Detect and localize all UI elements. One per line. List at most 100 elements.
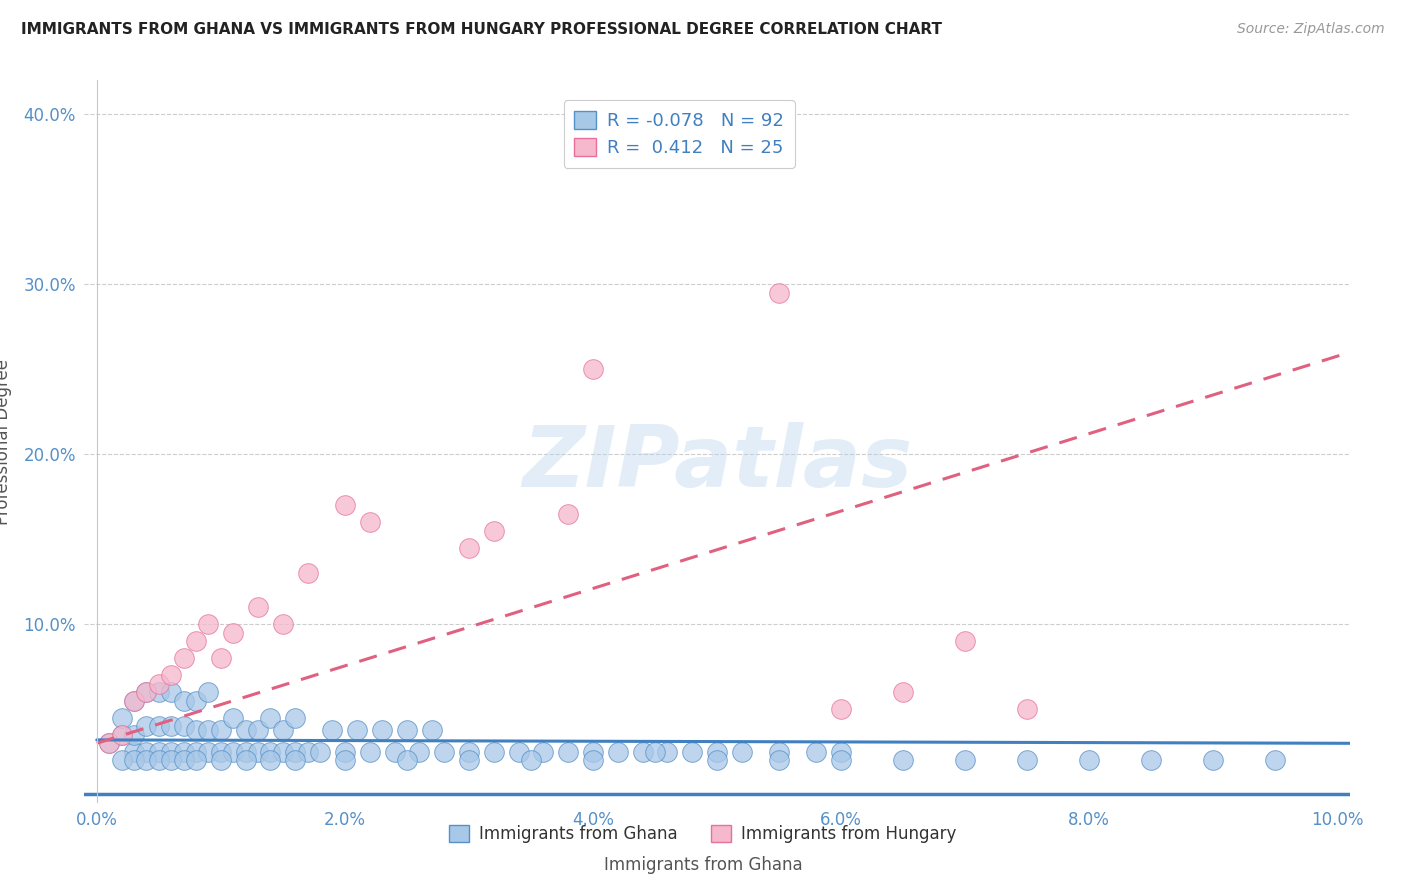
- Point: [110, 711, 132, 725]
- Point: [458, 753, 481, 767]
- Point: [520, 753, 543, 767]
- Point: [135, 685, 157, 699]
- Point: [247, 600, 270, 615]
- Point: [184, 634, 207, 648]
- Point: [173, 651, 195, 665]
- Point: [482, 524, 505, 538]
- Point: [122, 694, 145, 708]
- Point: [160, 668, 183, 682]
- Point: [284, 711, 307, 725]
- Point: [197, 723, 219, 737]
- Point: [731, 745, 754, 759]
- Point: [197, 617, 219, 632]
- Point: [681, 745, 703, 759]
- Point: [148, 719, 170, 733]
- Point: [222, 711, 245, 725]
- Point: [1017, 702, 1039, 716]
- Point: [768, 285, 790, 300]
- Point: [891, 753, 914, 767]
- Point: [1017, 753, 1039, 767]
- Point: [135, 685, 157, 699]
- Point: [333, 498, 356, 512]
- Point: [235, 753, 257, 767]
- Legend: Immigrants from Ghana, Immigrants from Hungary: Immigrants from Ghana, Immigrants from H…: [443, 818, 963, 850]
- Text: ZIPatlas: ZIPatlas: [522, 422, 912, 505]
- Point: [259, 745, 281, 759]
- Point: [582, 753, 605, 767]
- Point: [222, 745, 245, 759]
- Point: [384, 745, 406, 759]
- Point: [160, 745, 183, 759]
- Point: [631, 745, 654, 759]
- Point: [395, 723, 418, 737]
- Point: [173, 745, 195, 759]
- Point: [333, 745, 356, 759]
- Point: [235, 745, 257, 759]
- Point: [806, 745, 828, 759]
- Point: [148, 753, 170, 767]
- Text: Immigrants from Ghana: Immigrants from Ghana: [603, 855, 803, 873]
- Point: [582, 362, 605, 376]
- Point: [148, 685, 170, 699]
- Point: [247, 723, 270, 737]
- Point: [768, 753, 790, 767]
- Point: [644, 745, 666, 759]
- Point: [830, 702, 852, 716]
- Point: [98, 736, 121, 750]
- Point: [433, 745, 456, 759]
- Point: [830, 745, 852, 759]
- Point: [173, 753, 195, 767]
- Point: [953, 753, 976, 767]
- Point: [333, 753, 356, 767]
- Point: [508, 745, 530, 759]
- Point: [197, 685, 219, 699]
- Point: [259, 753, 281, 767]
- Point: [110, 753, 132, 767]
- Point: [706, 745, 728, 759]
- Point: [408, 745, 430, 759]
- Point: [891, 685, 914, 699]
- Point: [1202, 753, 1225, 767]
- Point: [160, 685, 183, 699]
- Point: [122, 694, 145, 708]
- Point: [284, 745, 307, 759]
- Point: [321, 723, 343, 737]
- Point: [222, 625, 245, 640]
- Point: [122, 728, 145, 742]
- Point: [606, 745, 628, 759]
- Point: [98, 736, 121, 750]
- Point: [209, 753, 232, 767]
- Point: [148, 677, 170, 691]
- Point: [706, 753, 728, 767]
- Point: [1078, 753, 1101, 767]
- Point: [209, 723, 232, 737]
- Point: [557, 745, 579, 759]
- Point: [395, 753, 418, 767]
- Point: [1264, 753, 1286, 767]
- Point: [309, 745, 332, 759]
- Point: [135, 745, 157, 759]
- Point: [297, 566, 319, 581]
- Point: [371, 723, 394, 737]
- Point: [284, 753, 307, 767]
- Point: [482, 745, 505, 759]
- Point: [135, 753, 157, 767]
- Point: [271, 745, 294, 759]
- Point: [197, 745, 219, 759]
- Y-axis label: Professional Degree: Professional Degree: [0, 359, 13, 524]
- Point: [173, 719, 195, 733]
- Point: [184, 694, 207, 708]
- Point: [122, 745, 145, 759]
- Point: [953, 634, 976, 648]
- Point: [768, 745, 790, 759]
- Point: [160, 719, 183, 733]
- Point: [657, 745, 679, 759]
- Point: [458, 541, 481, 555]
- Point: [271, 723, 294, 737]
- Point: [582, 745, 605, 759]
- Point: [135, 719, 157, 733]
- Point: [259, 711, 281, 725]
- Text: IMMIGRANTS FROM GHANA VS IMMIGRANTS FROM HUNGARY PROFESSIONAL DEGREE CORRELATION: IMMIGRANTS FROM GHANA VS IMMIGRANTS FROM…: [21, 22, 942, 37]
- Legend: R = -0.078   N = 92, R =  0.412   N = 25: R = -0.078 N = 92, R = 0.412 N = 25: [564, 100, 794, 168]
- Point: [346, 723, 368, 737]
